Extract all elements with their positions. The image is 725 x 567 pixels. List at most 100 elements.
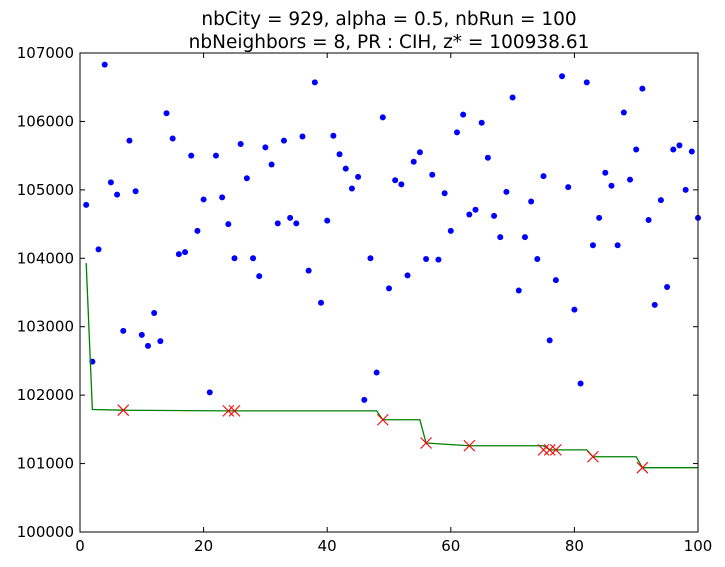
- y-tick-label: 102000: [17, 386, 74, 404]
- data-point: [639, 85, 646, 92]
- data-point: [305, 267, 312, 274]
- data-point: [608, 182, 615, 189]
- data-point: [243, 175, 250, 182]
- data-point: [392, 177, 399, 184]
- data-point: [182, 249, 189, 256]
- data-point: [688, 148, 695, 155]
- data-point: [478, 119, 485, 126]
- data-point: [657, 197, 664, 204]
- data-point: [274, 220, 281, 227]
- data-point: [120, 327, 127, 334]
- data-point: [107, 179, 114, 186]
- data-point: [546, 337, 553, 344]
- data-point: [404, 272, 411, 279]
- improvement-marker: [117, 404, 130, 417]
- data-point: [596, 214, 603, 221]
- data-point: [497, 234, 504, 241]
- data-point: [151, 310, 158, 317]
- data-point: [620, 109, 627, 116]
- data-point: [676, 142, 683, 149]
- data-point: [466, 211, 473, 218]
- plot-area: [83, 61, 701, 474]
- data-point: [373, 369, 380, 376]
- data-point: [670, 146, 677, 153]
- data-point: [515, 287, 522, 294]
- x-tick-label: 20: [194, 537, 213, 555]
- data-point: [175, 251, 182, 258]
- data-point: [268, 161, 275, 168]
- data-point: [101, 61, 108, 68]
- y-tick-label: 100000: [17, 523, 74, 541]
- data-point: [552, 277, 559, 284]
- data-point: [614, 242, 621, 249]
- data-point: [528, 198, 535, 205]
- data-point: [429, 171, 436, 178]
- data-point: [194, 227, 201, 234]
- data-point: [633, 146, 640, 153]
- data-point: [280, 137, 287, 144]
- data-point: [348, 185, 355, 192]
- axis-ticks: 0 20 40 60 80 100 100000 101000 102000 103000 1040…: [17, 44, 713, 555]
- data-point: [95, 246, 102, 253]
- data-point: [447, 227, 454, 234]
- improvement-marker: [543, 443, 556, 456]
- data-point: [521, 234, 528, 241]
- data-point: [318, 299, 325, 306]
- data-point: [379, 114, 386, 121]
- data-point: [138, 331, 145, 338]
- data-point: [330, 132, 337, 139]
- data-point: [132, 188, 139, 195]
- data-point: [540, 173, 547, 180]
- data-point: [83, 201, 90, 208]
- data-point: [571, 306, 578, 313]
- data-point: [416, 149, 423, 156]
- data-point: [534, 255, 541, 262]
- data-point: [157, 338, 164, 345]
- data-point: [324, 217, 331, 224]
- data-point: [589, 242, 596, 249]
- improvement-marker: [636, 461, 649, 474]
- data-point: [645, 216, 652, 223]
- x-tick-label: 100: [684, 537, 713, 555]
- data-point: [355, 173, 362, 180]
- data-point: [441, 190, 448, 197]
- data-point: [342, 165, 349, 172]
- data-point: [144, 342, 151, 349]
- data-point: [503, 188, 510, 195]
- data-point: [664, 284, 671, 291]
- data-point: [460, 111, 467, 118]
- y-tick-label: 107000: [17, 44, 74, 62]
- y-tick-label: 106000: [17, 112, 74, 130]
- data-point: [627, 176, 634, 183]
- data-point: [435, 256, 442, 263]
- data-point: [491, 212, 498, 219]
- data-point: [577, 380, 584, 387]
- improvement-marker: [222, 404, 235, 417]
- data-point: [559, 73, 566, 80]
- axes-frame: [79, 52, 699, 533]
- data-point: [126, 137, 133, 144]
- data-point: [453, 129, 460, 136]
- data-point: [367, 255, 374, 262]
- data-point: [509, 94, 516, 101]
- data-point: [651, 301, 658, 308]
- data-point: [484, 154, 491, 161]
- data-point: [583, 79, 590, 86]
- improvement-marker: [549, 443, 562, 456]
- data-point: [188, 152, 195, 159]
- x-tick-label: 60: [441, 537, 460, 555]
- improvement-marker: [463, 439, 476, 452]
- data-point: [423, 255, 430, 262]
- data-point: [219, 194, 226, 201]
- data-point: [256, 273, 263, 280]
- x-tick-label: 0: [75, 537, 85, 555]
- data-point: [163, 110, 170, 117]
- data-point: [602, 169, 609, 176]
- data-point: [361, 396, 368, 403]
- data-point: [231, 255, 238, 262]
- best-so-far-line: [85, 263, 698, 469]
- data-point: [472, 206, 479, 213]
- y-tick-label: 105000: [17, 181, 74, 199]
